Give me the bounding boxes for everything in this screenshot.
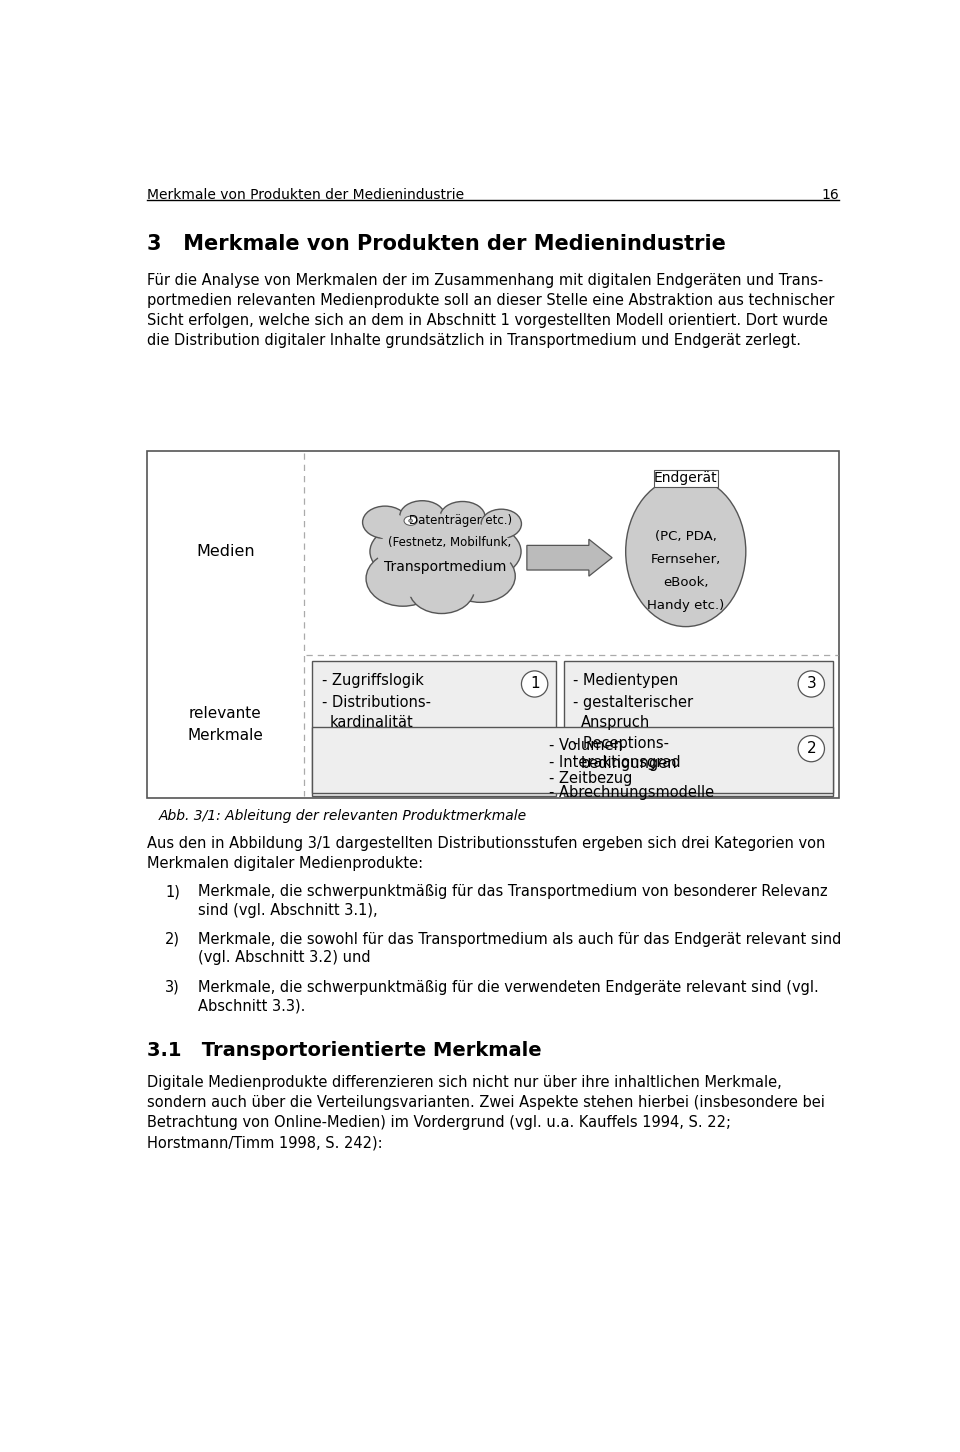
Text: Sicht erfolgen, welche sich an dem in Abschnitt 1 vorgestellten Modell orientier: Sicht erfolgen, welche sich an dem in Ab…	[147, 312, 828, 328]
Text: Für die Analyse von Merkmalen der im Zusammenhang mit digitalen Endgeräten und T: Für die Analyse von Merkmalen der im Zus…	[147, 273, 824, 287]
Ellipse shape	[363, 507, 408, 539]
Ellipse shape	[481, 510, 521, 539]
Text: Digitale Medienprodukte differenzieren sich nicht nur über ihre inhaltlichen Mer: Digitale Medienprodukte differenzieren s…	[147, 1074, 781, 1090]
FancyBboxPatch shape	[564, 661, 833, 796]
Text: 16: 16	[822, 189, 839, 202]
Ellipse shape	[626, 476, 746, 627]
Text: 1: 1	[530, 677, 540, 691]
FancyBboxPatch shape	[654, 470, 717, 486]
Ellipse shape	[404, 515, 418, 526]
Ellipse shape	[376, 520, 515, 584]
Text: Abb. 3/1: Ableitung der relevanten Produktmerkmale: Abb. 3/1: Ableitung der relevanten Produ…	[158, 809, 527, 823]
Ellipse shape	[372, 513, 408, 539]
Text: Merkmale, die sowohl für das Transportmedium als auch für das Endgerät relevant : Merkmale, die sowohl für das Transportme…	[198, 932, 841, 947]
Ellipse shape	[399, 501, 444, 531]
Text: - Interaktionsgrad: - Interaktionsgrad	[549, 755, 681, 770]
Text: Anspruch: Anspruch	[581, 714, 650, 730]
Text: Abschnitt 3.3).: Abschnitt 3.3).	[198, 998, 305, 1013]
Text: - Medientypen: - Medientypen	[573, 674, 679, 688]
Text: Handy etc.): Handy etc.)	[647, 598, 725, 611]
Text: 3: 3	[806, 677, 816, 691]
Ellipse shape	[482, 515, 515, 539]
Circle shape	[521, 671, 548, 697]
Ellipse shape	[440, 501, 485, 533]
Text: 3): 3)	[165, 980, 180, 995]
Text: Endgerät: Endgerät	[654, 472, 717, 485]
Text: bedingungen: bedingungen	[581, 755, 678, 771]
Ellipse shape	[370, 515, 521, 588]
Ellipse shape	[409, 563, 474, 614]
Text: 3.1   Transportorientierte Merkmale: 3.1 Transportorientierte Merkmale	[147, 1041, 541, 1060]
Ellipse shape	[366, 550, 440, 607]
Text: 2: 2	[806, 741, 816, 756]
Text: - gestalterischer: - gestalterischer	[573, 694, 693, 710]
Circle shape	[798, 671, 825, 697]
Text: Aus den in Abbildung 3/1 dargestellten Distributionsstufen ergeben sich drei Kat: Aus den in Abbildung 3/1 dargestellten D…	[147, 836, 826, 851]
Text: Betrachtung von Online-Medien) im Vordergrund (vgl. u.a. Kauffels 1994, S. 22;: Betrachtung von Online-Medien) im Vorder…	[147, 1115, 732, 1130]
Text: Merkmale von Produkten der Medienindustrie: Merkmale von Produkten der Medienindustr…	[147, 189, 465, 202]
Text: 2): 2)	[165, 932, 180, 947]
Text: (PC, PDA,: (PC, PDA,	[655, 530, 717, 543]
Text: Merkmale, die schwerpunktmäßig für die verwendeten Endgeräte relevant sind (vgl.: Merkmale, die schwerpunktmäßig für die v…	[198, 980, 818, 995]
Text: - Volumen: - Volumen	[549, 738, 623, 754]
Text: Medien: Medien	[196, 544, 254, 559]
Text: sind (vgl. Abschnitt 3.1),: sind (vgl. Abschnitt 3.1),	[198, 903, 377, 918]
FancyBboxPatch shape	[147, 452, 839, 799]
Text: (vgl. Abschnitt 3.2) und: (vgl. Abschnitt 3.2) und	[198, 951, 371, 966]
Text: Horstmann/Timm 1998, S. 242):: Horstmann/Timm 1998, S. 242):	[147, 1135, 383, 1150]
Ellipse shape	[443, 510, 480, 534]
Text: (Festnetz, Mobilfunk,: (Festnetz, Mobilfunk,	[388, 536, 511, 549]
Text: - Zugriffslogik: - Zugriffslogik	[322, 674, 423, 688]
Ellipse shape	[375, 552, 438, 597]
Ellipse shape	[416, 562, 471, 607]
Text: die Distribution digitaler Inhalte grundsätzlich in Transportmedium und Endgerät: die Distribution digitaler Inhalte grund…	[147, 333, 802, 348]
Text: - Distributions-: - Distributions-	[322, 694, 430, 710]
Text: Transportmedium: Transportmedium	[384, 560, 507, 574]
Text: - Zeitbezug: - Zeitbezug	[549, 771, 633, 786]
Text: - Receptions-: - Receptions-	[573, 736, 669, 751]
FancyBboxPatch shape	[312, 727, 833, 793]
Text: Datenträger etc.): Datenträger etc.)	[409, 514, 513, 527]
FancyArrow shape	[527, 539, 612, 576]
Ellipse shape	[409, 520, 413, 523]
FancyBboxPatch shape	[312, 661, 557, 796]
Text: sondern auch über die Verteilungsvarianten. Zwei Aspekte stehen hierbei (insbeso: sondern auch über die Verteilungsvariant…	[147, 1095, 825, 1111]
Text: relevante
Merkmale: relevante Merkmale	[187, 706, 263, 743]
Text: Merkmalen digitaler Medienprodukte:: Merkmalen digitaler Medienprodukte:	[147, 857, 423, 871]
Text: 1): 1)	[165, 884, 180, 899]
Ellipse shape	[407, 508, 444, 533]
Text: kardinalität: kardinalität	[329, 714, 413, 730]
Text: eBook,: eBook,	[663, 576, 708, 590]
Text: portmedien relevanten Medienprodukte soll an dieser Stelle eine Abstraktion aus : portmedien relevanten Medienprodukte sol…	[147, 293, 834, 308]
Ellipse shape	[445, 550, 516, 603]
Text: - Abrechnungsmodelle: - Abrechnungsmodelle	[549, 786, 714, 800]
Text: Fernseher,: Fernseher,	[651, 553, 721, 566]
Circle shape	[798, 736, 825, 762]
Ellipse shape	[448, 552, 508, 595]
Text: 3   Merkmale von Produkten der Medienindustrie: 3 Merkmale von Produkten der Medienindus…	[147, 234, 726, 254]
Text: Merkmale, die schwerpunktmäßig für das Transportmedium von besonderer Relevanz: Merkmale, die schwerpunktmäßig für das T…	[198, 884, 828, 899]
